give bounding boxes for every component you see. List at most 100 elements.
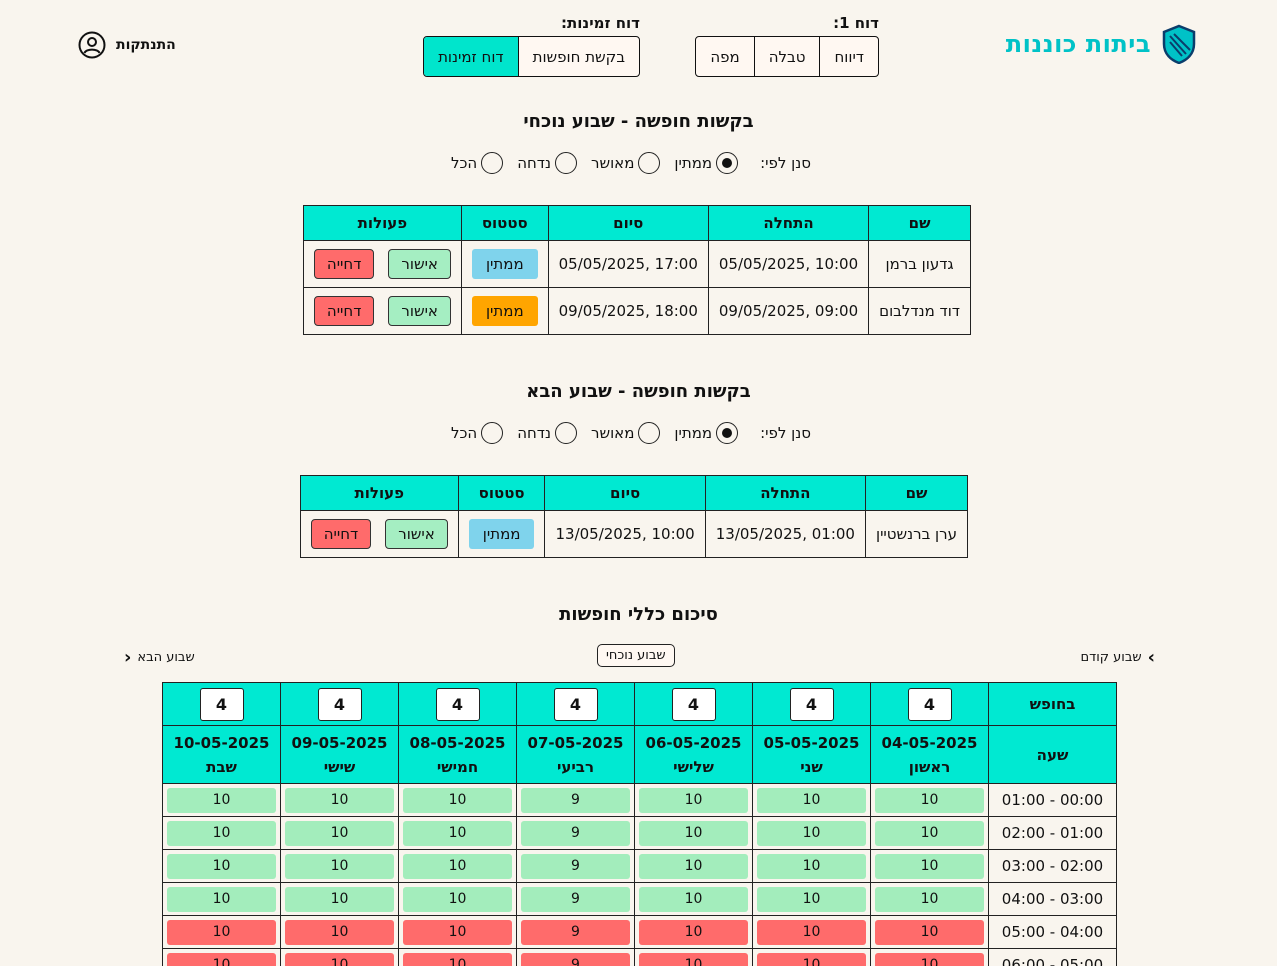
reject-button[interactable]: דחייה: [313, 249, 375, 279]
availability-cell: 10: [752, 948, 871, 966]
cell-end: 18:00 ,09/05/2025: [547, 287, 709, 335]
current-week-button[interactable]: שבוע נוכחי: [597, 644, 675, 667]
cell-end: 10:00 ,13/05/2025: [544, 510, 706, 558]
filter-approved-radio[interactable]: [638, 422, 661, 444]
prev-week-label: שבוע קודם: [1080, 650, 1142, 665]
hour-range: 05:00 - 04:00: [988, 915, 1117, 949]
table-row: 05:00 - 04:00 10 10 10 9 10 10 10: [162, 915, 1117, 949]
availability-cell: 10: [870, 849, 989, 883]
col-start: התחלה: [707, 205, 870, 241]
availability-cell: 10: [398, 849, 517, 883]
availability-cell: 10: [752, 915, 871, 949]
availability-cell: 10: [280, 816, 399, 850]
prev-week-button[interactable]: › שבוע קודם: [1081, 647, 1155, 668]
col-actions: פעולות: [299, 475, 459, 511]
status-badge: ממתין: [471, 249, 538, 279]
col-end: סיום: [547, 205, 709, 241]
availability-value: 10: [639, 820, 748, 846]
availability-value: 9: [521, 886, 630, 912]
filter-approved-label: מאושר: [591, 154, 635, 172]
availability-value: 10: [167, 952, 276, 966]
filter-rejected-radio[interactable]: [555, 152, 577, 174]
filter-all-radio[interactable]: [481, 422, 504, 444]
approve-button[interactable]: אישור: [385, 519, 448, 549]
reject-button[interactable]: דחייה: [310, 519, 372, 549]
status-badge: ממתין: [468, 519, 535, 549]
day-header: 05-05-2025 שני: [752, 725, 871, 784]
tab-vacation-request[interactable]: בקשת חופשות: [517, 37, 639, 76]
next-week-table: שם התחלה סיום סטטוס פעולות ערן ברנשטיין …: [299, 475, 969, 558]
tab-report[interactable]: דיווח: [819, 37, 878, 76]
availability-value: 10: [285, 787, 394, 813]
availability-cell: 9: [516, 948, 635, 966]
summary-title: סיכום כללי חופשות: [559, 604, 718, 625]
tab-availability-report[interactable]: דוח זמינות: [424, 37, 518, 76]
day-header: 10-05-2025 שבת: [162, 725, 281, 784]
day-off-count: 4: [162, 682, 281, 726]
day-date: 05-05-2025: [763, 733, 860, 752]
availability-cell: 9: [516, 816, 635, 850]
off-count-box: 4: [789, 687, 834, 721]
availability-cell: 9: [516, 783, 635, 817]
availability-value: 10: [875, 787, 984, 813]
availability-value: 10: [875, 919, 984, 945]
availability-cell: 10: [280, 783, 399, 817]
approve-button[interactable]: אישור: [388, 296, 451, 326]
availability-value: 10: [403, 919, 512, 945]
hour-range-label: 04:00 - 03:00: [1001, 890, 1104, 908]
day-header: 06-05-2025 שלישי: [634, 725, 753, 784]
day-name: ראשון: [908, 757, 951, 776]
day-date: 07-05-2025: [527, 733, 624, 752]
filter-rejected-radio[interactable]: [555, 422, 577, 444]
availability-value: 10: [757, 952, 866, 966]
availability-cell: 10: [752, 783, 871, 817]
logout-button[interactable]: התנתקות: [78, 31, 176, 59]
cell-start: 01:00 ,13/05/2025: [704, 510, 866, 558]
tab-map[interactable]: מפה: [710, 47, 740, 66]
status-badge: ממתין: [471, 296, 538, 326]
col-status: סטטוס: [460, 205, 549, 241]
day-header: 09-05-2025 שישי: [280, 725, 399, 784]
filter-pending-label: ממתין: [674, 154, 713, 172]
availability-value: 10: [403, 787, 512, 813]
filter-pending-radio[interactable]: [716, 152, 739, 174]
current-week-title: בקשות חופשה - שבוע נוכחי: [523, 111, 754, 132]
table-row: 06:00 - 05:00 10 10 10 9 10 10 10: [162, 948, 1117, 966]
filter-approved-radio[interactable]: [638, 152, 661, 174]
availability-cell: 10: [280, 849, 399, 883]
day-date: 06-05-2025: [645, 733, 742, 752]
filter-pending-radio[interactable]: [716, 422, 739, 444]
report1-label: דוח 1:: [833, 14, 879, 32]
filter-all-radio[interactable]: [481, 152, 504, 174]
next-week-button[interactable]: שבוע הבא ‹: [124, 647, 195, 668]
tab-table[interactable]: טבלה: [753, 37, 820, 76]
off-count-box: 4: [317, 687, 362, 721]
day-name: חמישי: [436, 757, 479, 776]
reject-button[interactable]: דחייה: [313, 296, 375, 326]
day-header: 08-05-2025 חמישי: [398, 725, 517, 784]
brand: ביתות כוננות: [1006, 24, 1197, 64]
day-name: שלישי: [673, 757, 714, 776]
table-row: גדעון ברמן 10:00 ,05/05/2025 17:00 ,05/0…: [302, 240, 971, 288]
availability-value: 10: [167, 820, 276, 846]
availability-value: 10: [285, 820, 394, 846]
availability-cell: 10: [870, 783, 989, 817]
day-off-count: 4: [752, 682, 871, 726]
availability-label: דוח זמינות:: [561, 14, 640, 32]
filter-label: סנן לפי:: [760, 424, 811, 442]
day-name: רביעי: [556, 757, 594, 776]
availability-value: 10: [285, 952, 394, 966]
availability-value: 10: [639, 787, 748, 813]
col-end: סיום: [544, 475, 706, 511]
availability-cell: 10: [280, 915, 399, 949]
current-week-table: שם התחלה סיום סטטוס פעולות גדעון ברמן 10…: [302, 205, 971, 335]
availability-value: 10: [285, 853, 394, 879]
day-name: שישי: [323, 757, 356, 776]
availability-cell: 10: [280, 882, 399, 916]
day-off-count: 4: [870, 682, 989, 726]
chevron-right-icon: ›: [1147, 647, 1155, 668]
approve-button[interactable]: אישור: [388, 249, 451, 279]
availability-value: 10: [757, 820, 866, 846]
shield-icon: [1162, 24, 1196, 64]
availability-cell: 10: [162, 783, 281, 817]
